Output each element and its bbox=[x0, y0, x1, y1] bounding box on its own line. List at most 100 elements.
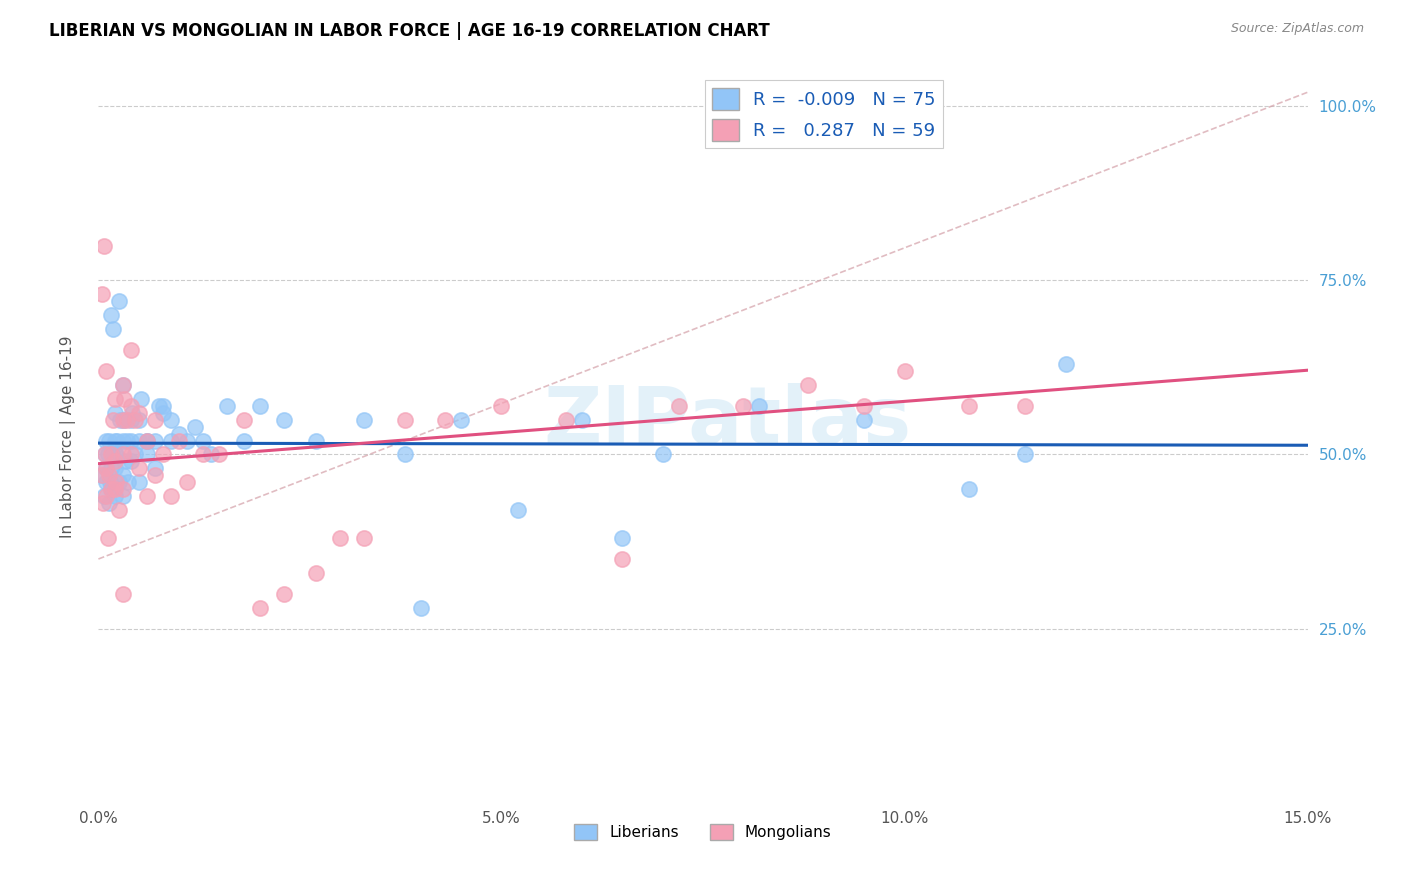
Point bbox=[555, 412, 578, 426]
Point bbox=[160, 489, 183, 503]
Point bbox=[612, 552, 634, 566]
Point bbox=[893, 364, 915, 378]
Point bbox=[112, 412, 135, 426]
Text: LIBERIAN VS MONGOLIAN IN LABOR FORCE | AGE 16-19 CORRELATION CHART: LIBERIAN VS MONGOLIAN IN LABOR FORCE | A… bbox=[49, 22, 770, 40]
Point bbox=[135, 434, 157, 448]
Point bbox=[97, 496, 120, 510]
Point bbox=[103, 434, 125, 448]
Point bbox=[491, 399, 513, 413]
Point bbox=[273, 412, 295, 426]
Point bbox=[97, 531, 120, 545]
Point bbox=[103, 406, 125, 420]
Point bbox=[797, 377, 820, 392]
Point bbox=[409, 600, 432, 615]
Point bbox=[107, 503, 129, 517]
Legend: Liberians, Mongolians: Liberians, Mongolians bbox=[568, 818, 838, 847]
Point bbox=[111, 448, 134, 462]
Point bbox=[232, 434, 254, 448]
Point bbox=[394, 412, 416, 426]
Point bbox=[97, 448, 120, 462]
Point bbox=[571, 412, 593, 426]
Point bbox=[103, 454, 125, 468]
Point bbox=[108, 412, 131, 426]
Point bbox=[111, 587, 134, 601]
Point bbox=[612, 531, 634, 545]
Point bbox=[96, 461, 118, 475]
Point bbox=[748, 399, 770, 413]
Text: Source: ZipAtlas.com: Source: ZipAtlas.com bbox=[1230, 22, 1364, 36]
Point bbox=[120, 343, 142, 357]
Point bbox=[152, 406, 174, 420]
Point bbox=[120, 434, 142, 448]
Point bbox=[249, 399, 271, 413]
Point bbox=[94, 448, 117, 462]
Point bbox=[96, 475, 118, 490]
Point bbox=[103, 489, 125, 503]
Point bbox=[152, 448, 174, 462]
Y-axis label: In Labor Force | Age 16-19: In Labor Force | Age 16-19 bbox=[60, 335, 76, 539]
Point bbox=[128, 434, 150, 448]
Text: ZIPatlas: ZIPatlas bbox=[543, 384, 911, 461]
Point bbox=[329, 531, 352, 545]
Point bbox=[97, 468, 120, 483]
Point bbox=[193, 448, 215, 462]
Point bbox=[100, 483, 122, 497]
Point bbox=[273, 587, 295, 601]
Point bbox=[128, 475, 150, 490]
Point bbox=[434, 412, 457, 426]
Point bbox=[733, 399, 755, 413]
Point bbox=[100, 483, 122, 497]
Point bbox=[249, 600, 271, 615]
Point bbox=[853, 412, 876, 426]
Point bbox=[193, 434, 215, 448]
Point bbox=[184, 419, 207, 434]
Point bbox=[117, 475, 139, 490]
Point bbox=[115, 412, 138, 426]
Point bbox=[135, 434, 157, 448]
Point bbox=[143, 412, 166, 426]
Point bbox=[160, 412, 183, 426]
Point bbox=[93, 489, 115, 503]
Point bbox=[135, 448, 157, 462]
Point bbox=[394, 448, 416, 462]
Point bbox=[120, 448, 142, 462]
Point bbox=[124, 412, 146, 426]
Point bbox=[143, 461, 166, 475]
Point bbox=[353, 531, 375, 545]
Point bbox=[152, 399, 174, 413]
Point bbox=[143, 468, 166, 483]
Point bbox=[100, 308, 122, 322]
Point bbox=[111, 412, 134, 426]
Point bbox=[100, 461, 122, 475]
Point bbox=[167, 434, 190, 448]
Point bbox=[120, 454, 142, 468]
Point bbox=[105, 434, 128, 448]
Point bbox=[120, 399, 142, 413]
Point bbox=[103, 461, 125, 475]
Point bbox=[100, 448, 122, 462]
Point bbox=[148, 399, 170, 413]
Point bbox=[101, 448, 124, 462]
Point bbox=[450, 412, 472, 426]
Point bbox=[94, 434, 117, 448]
Point bbox=[111, 377, 134, 392]
Point bbox=[128, 406, 150, 420]
Point bbox=[128, 461, 150, 475]
Point bbox=[135, 434, 157, 448]
Point bbox=[1014, 448, 1036, 462]
Point bbox=[651, 448, 673, 462]
Point bbox=[103, 448, 125, 462]
Point bbox=[103, 392, 125, 406]
Point bbox=[111, 489, 134, 503]
Point bbox=[160, 434, 183, 448]
Point bbox=[121, 406, 143, 420]
Point bbox=[1054, 357, 1077, 371]
Point bbox=[135, 489, 157, 503]
Point bbox=[232, 412, 254, 426]
Point bbox=[91, 287, 114, 301]
Point bbox=[217, 399, 239, 413]
Point bbox=[112, 392, 135, 406]
Point bbox=[506, 503, 529, 517]
Point bbox=[111, 468, 134, 483]
Point bbox=[111, 434, 134, 448]
